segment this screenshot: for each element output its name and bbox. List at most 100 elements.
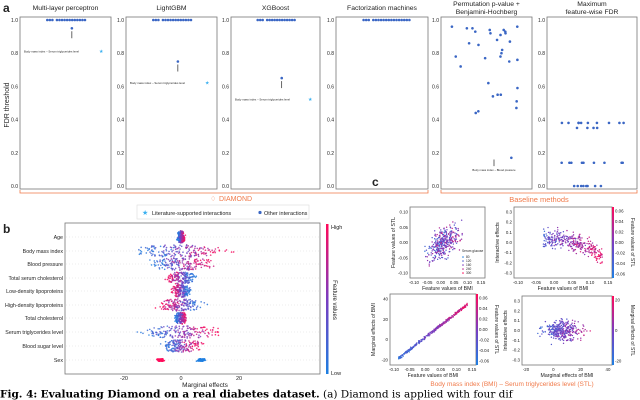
scatter-point — [569, 326, 572, 329]
beeswarm-point — [179, 279, 182, 282]
beeswarm-point — [163, 336, 165, 339]
scatter-point — [430, 254, 432, 256]
beeswarm-point — [150, 330, 153, 332]
beeswarm-point — [197, 345, 200, 348]
scatter-point — [552, 337, 555, 339]
beeswarm-point — [190, 276, 193, 278]
beeswarm-point — [193, 262, 195, 264]
data-point — [510, 156, 513, 160]
beeswarm-point — [192, 349, 195, 351]
beeswarm-point — [153, 335, 155, 337]
scatter-point — [444, 239, 446, 241]
scatter-point — [444, 231, 447, 233]
scatter-point — [409, 348, 411, 350]
y-tick-label: 0.0 — [432, 184, 439, 190]
y-tick-label: 1.0 — [117, 18, 124, 24]
beeswarm-point — [166, 325, 169, 327]
scatter-point — [400, 356, 402, 358]
scatter-point — [439, 243, 442, 245]
data-point — [586, 184, 589, 188]
scatter-point — [428, 265, 430, 267]
beeswarm-point — [211, 334, 213, 336]
scatter-point — [424, 250, 426, 252]
star-icon: ★ — [142, 209, 148, 217]
beeswarm-point — [190, 350, 193, 352]
beeswarm-point — [203, 358, 205, 361]
y-tick-label: -0.1 — [504, 250, 512, 255]
b-xtick: 0 — [179, 376, 182, 382]
scatter-point — [538, 327, 541, 330]
beeswarm-point — [182, 278, 185, 281]
beeswarm-point — [194, 251, 197, 253]
scatter-point — [573, 243, 576, 246]
beeswarm-point — [178, 345, 181, 348]
beeswarm-point — [191, 280, 194, 283]
scatter-point — [442, 244, 445, 247]
beeswarm-point — [178, 263, 180, 265]
beeswarm-point — [157, 251, 160, 253]
beeswarm-point — [170, 258, 173, 260]
annotation-text: Body mass index – Serum triglycerides le… — [235, 98, 290, 102]
scatter-point — [569, 325, 572, 327]
scatter-point — [572, 326, 574, 328]
panel-c-title: Body mass index (BMI) – Serum triglyceri… — [430, 381, 593, 388]
beeswarm-point — [184, 330, 187, 333]
scatter-point — [597, 254, 600, 256]
scatter-point — [458, 309, 460, 311]
beeswarm-point — [180, 239, 183, 241]
beeswarm-point — [180, 255, 182, 257]
y-tick-label: 0.8 — [538, 51, 545, 57]
scatter-point — [595, 259, 598, 261]
scatter-point — [553, 239, 556, 242]
scatter-point — [579, 243, 581, 246]
beeswarm-point — [179, 289, 182, 291]
scatter-point — [594, 254, 596, 256]
beeswarm-point — [181, 341, 184, 343]
data-point — [622, 121, 625, 125]
scatter-point — [561, 236, 564, 239]
scatter-point — [547, 231, 550, 234]
scatter-point — [555, 237, 557, 239]
beeswarm-point — [145, 252, 148, 254]
colorbar-tr — [612, 207, 614, 278]
beeswarm-point — [182, 345, 184, 348]
scatter-point — [545, 240, 547, 242]
beeswarm-point — [176, 260, 179, 262]
scatter-point — [568, 331, 570, 334]
scatter-point — [434, 328, 436, 330]
scatter-point — [440, 240, 442, 242]
y-tick-label: 0.0 — [222, 184, 229, 190]
beeswarm-point — [197, 336, 200, 339]
beeswarm-point — [188, 341, 191, 344]
beeswarm-point — [172, 285, 175, 288]
beeswarm-point — [187, 306, 189, 308]
scatter-point — [569, 245, 572, 248]
beeswarm-point — [195, 258, 197, 261]
y-tick-label: 0.0 — [538, 184, 545, 190]
scatter-point — [561, 240, 563, 242]
data-point — [387, 18, 391, 22]
y-axis-label: Feature values of STL — [391, 217, 397, 268]
beeswarm-point — [188, 268, 191, 271]
feature-label: Sex — [54, 358, 63, 364]
data-point — [487, 81, 490, 85]
scatter-point — [567, 244, 569, 247]
scatter-point — [560, 321, 563, 323]
data-point — [63, 18, 66, 22]
scatter-point — [556, 226, 559, 229]
scatter-point — [562, 323, 565, 326]
x-tick-label: -0.10 — [389, 367, 400, 372]
beeswarm-point — [178, 250, 180, 252]
beeswarm-point — [175, 299, 178, 301]
beeswarm-point — [174, 340, 177, 342]
scatter-point — [571, 242, 574, 245]
beeswarm-point — [169, 259, 172, 262]
beeswarm-point — [178, 333, 181, 335]
beeswarm-point — [184, 293, 186, 296]
beeswarm-point — [195, 333, 198, 336]
scatter-point — [557, 237, 559, 239]
beeswarm-point — [178, 284, 181, 286]
scatter-point — [563, 234, 565, 236]
beeswarm-point — [179, 313, 182, 316]
scatter-point — [437, 238, 439, 240]
